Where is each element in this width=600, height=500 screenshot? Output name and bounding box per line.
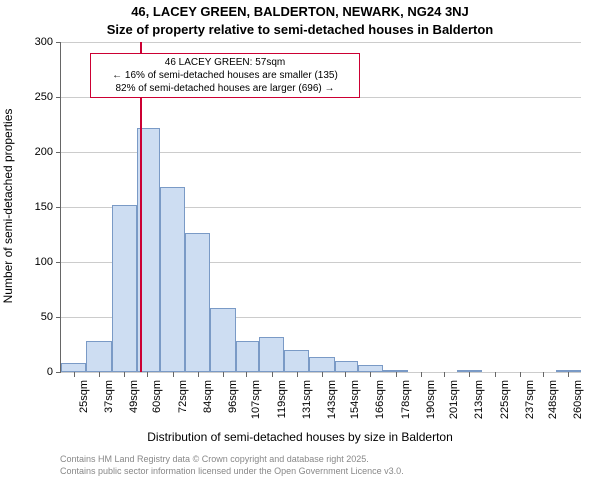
- ytick-label: 300: [21, 36, 53, 48]
- xtick-mark: [246, 372, 247, 377]
- histogram-bar: [160, 187, 185, 372]
- xtick-label: 107sqm: [250, 380, 262, 430]
- ytick-mark: [56, 152, 61, 153]
- xtick-mark: [345, 372, 346, 377]
- xtick-mark: [543, 372, 544, 377]
- ytick-label: 250: [21, 91, 53, 103]
- xtick-label: 37sqm: [103, 380, 115, 430]
- xtick-mark: [444, 372, 445, 377]
- ytick-mark: [56, 42, 61, 43]
- histogram-bar: [210, 308, 235, 372]
- xtick-mark: [469, 372, 470, 377]
- xtick-label: 237sqm: [524, 380, 536, 430]
- xtick-mark: [421, 372, 422, 377]
- xtick-label: 131sqm: [301, 380, 313, 430]
- xtick-label: 84sqm: [202, 380, 214, 430]
- xtick-label: 96sqm: [227, 380, 239, 430]
- ytick-label: 200: [21, 146, 53, 158]
- chart-title-line1: 46, LACEY GREEN, BALDERTON, NEWARK, NG24…: [0, 4, 600, 19]
- xtick-mark: [147, 372, 148, 377]
- gridline: [61, 42, 581, 43]
- xtick-label: 166sqm: [374, 380, 386, 430]
- xtick-label: 213sqm: [473, 380, 485, 430]
- annotation-line1: 46 LACEY GREEN: 57sqm: [95, 56, 355, 69]
- histogram-bar: [358, 365, 383, 372]
- xtick-mark: [568, 372, 569, 377]
- xtick-label: 260sqm: [572, 380, 584, 430]
- xtick-mark: [370, 372, 371, 377]
- ytick-label: 150: [21, 201, 53, 213]
- xtick-label: 60sqm: [151, 380, 163, 430]
- ytick-label: 50: [21, 311, 53, 323]
- ytick-mark: [56, 372, 61, 373]
- ytick-label: 100: [21, 256, 53, 268]
- y-axis-label: Number of semi-detached properties: [1, 106, 15, 306]
- histogram-bar: [185, 233, 210, 372]
- xtick-label: 49sqm: [128, 380, 140, 430]
- annotation-line2: ← 16% of semi-detached houses are smalle…: [95, 69, 355, 82]
- histogram-bar: [61, 363, 86, 372]
- xtick-mark: [173, 372, 174, 377]
- annotation-box: 46 LACEY GREEN: 57sqm← 16% of semi-detac…: [90, 53, 360, 98]
- x-axis-label: Distribution of semi-detached houses by …: [0, 430, 600, 444]
- xtick-label: 143sqm: [326, 380, 338, 430]
- ytick-mark: [56, 207, 61, 208]
- xtick-mark: [124, 372, 125, 377]
- xtick-mark: [495, 372, 496, 377]
- xtick-mark: [99, 372, 100, 377]
- ytick-mark: [56, 262, 61, 263]
- xtick-label: 201sqm: [448, 380, 460, 430]
- histogram-bar: [309, 357, 334, 372]
- xtick-mark: [198, 372, 199, 377]
- xtick-mark: [272, 372, 273, 377]
- xtick-mark: [223, 372, 224, 377]
- annotation-line3: 82% of semi-detached houses are larger (…: [95, 82, 355, 95]
- attribution-footer: Contains HM Land Registry data © Crown c…: [60, 454, 404, 477]
- xtick-label: 190sqm: [425, 380, 437, 430]
- ytick-mark: [56, 97, 61, 98]
- xtick-mark: [297, 372, 298, 377]
- xtick-label: 119sqm: [276, 380, 288, 430]
- xtick-label: 225sqm: [499, 380, 511, 430]
- chart-title-line2: Size of property relative to semi-detach…: [0, 22, 600, 37]
- histogram-bar: [259, 337, 284, 372]
- ytick-mark: [56, 317, 61, 318]
- xtick-label: 72sqm: [177, 380, 189, 430]
- histogram-bar: [284, 350, 309, 372]
- gridline: [61, 372, 581, 373]
- xtick-label: 154sqm: [349, 380, 361, 430]
- ytick-label: 0: [21, 366, 53, 378]
- xtick-mark: [322, 372, 323, 377]
- footer-line2: Contains public sector information licen…: [60, 466, 404, 478]
- histogram-bar: [335, 361, 358, 372]
- xtick-label: 25sqm: [78, 380, 90, 430]
- histogram-bar: [112, 205, 137, 372]
- histogram-bar: [236, 341, 259, 372]
- xtick-mark: [396, 372, 397, 377]
- footer-line1: Contains HM Land Registry data © Crown c…: [60, 454, 404, 466]
- histogram-bar: [86, 341, 111, 372]
- xtick-label: 248sqm: [547, 380, 559, 430]
- xtick-label: 178sqm: [400, 380, 412, 430]
- histogram-chart: 46, LACEY GREEN, BALDERTON, NEWARK, NG24…: [0, 0, 600, 500]
- xtick-mark: [74, 372, 75, 377]
- xtick-mark: [520, 372, 521, 377]
